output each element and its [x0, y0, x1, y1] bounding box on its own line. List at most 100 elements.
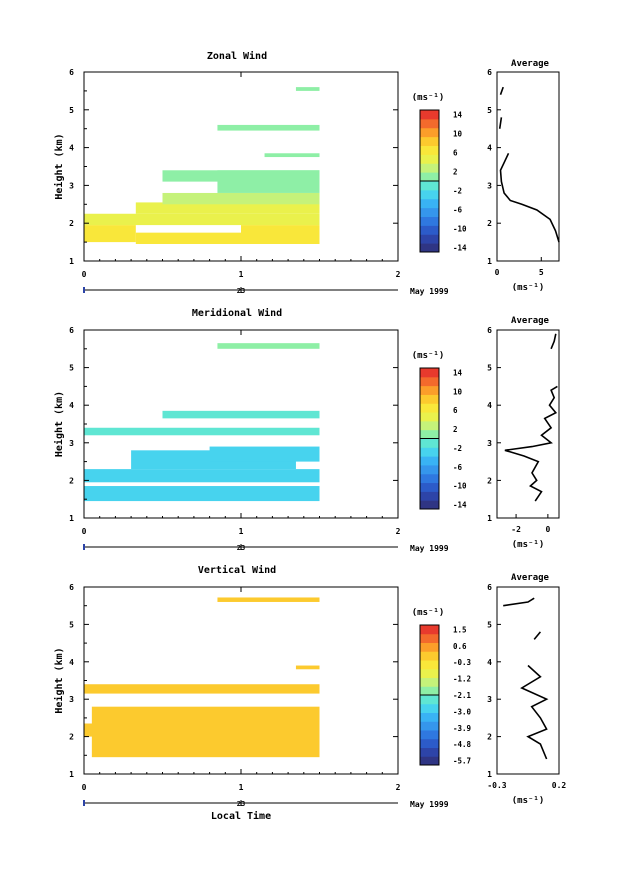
x-tick-label: 1 — [239, 783, 244, 792]
colorbar-swatch — [420, 464, 439, 475]
avg-y-tick-label: 6 — [487, 68, 492, 77]
avg-y-tick-label: 4 — [487, 658, 492, 667]
colorbar-tick-label: 6 — [453, 406, 458, 415]
avg-y-tick-label: 3 — [487, 695, 492, 704]
colorbar-swatch — [420, 189, 439, 200]
colorbar-swatch — [420, 482, 439, 492]
average-title: Average — [511, 59, 550, 69]
avg-y-tick-label: 6 — [487, 583, 492, 592]
colorbar-swatch — [420, 491, 439, 501]
average-profile-line — [550, 333, 557, 350]
colorbar-tick-label: 6 — [453, 148, 458, 157]
avg-x-tick-label: -2 — [511, 525, 521, 534]
avg-y-tick-label: 1 — [487, 514, 492, 523]
y-tick-label: 4 — [69, 144, 74, 153]
colorbar-tick-label: -1.2 — [453, 675, 471, 684]
colorbar-swatch — [420, 403, 439, 413]
colorbar-swatch — [420, 412, 439, 422]
avg-y-tick-label: 4 — [487, 144, 492, 153]
colorbar-tick-label: 0.6 — [453, 642, 467, 651]
colorbar-unit: (ms⁻¹) — [412, 608, 445, 618]
avg-y-tick-label: 3 — [487, 439, 492, 448]
average-profile-line — [498, 117, 503, 129]
y-tick-label: 6 — [69, 68, 74, 77]
heatmap-cell — [217, 343, 320, 349]
y-tick-label: 5 — [69, 620, 74, 629]
colorbar-swatch — [420, 420, 439, 431]
avg-y-tick-label: 2 — [487, 219, 492, 228]
y-tick-label: 3 — [69, 695, 74, 704]
colorbar-tick-label: -4.8 — [453, 740, 472, 749]
heatmap-cell — [84, 225, 136, 243]
colorbar-tick-label: -2.1 — [453, 691, 472, 700]
average-title: Average — [511, 573, 550, 583]
avg-y-tick-label: 5 — [487, 620, 492, 629]
avg-x-tick-label: 0 — [545, 525, 550, 534]
panel-title: Vertical Wind — [198, 564, 276, 576]
colorbar-swatch — [420, 145, 439, 155]
colorbar-swatch — [420, 721, 439, 731]
colorbar-swatch — [420, 154, 439, 164]
colorbar-swatch — [420, 456, 439, 466]
colorbar-tick-label: 2 — [453, 167, 458, 176]
average-profile-line — [504, 385, 558, 502]
heatmap-cell — [135, 202, 320, 214]
colorbar-tick-label: -3.0 — [453, 707, 472, 716]
x-tick-label: 1 — [239, 527, 244, 536]
colorbar-swatch — [420, 172, 439, 182]
y-tick-label: 4 — [69, 658, 74, 667]
colorbar-swatch — [420, 368, 439, 378]
colorbar-tick-label: -10 — [453, 482, 467, 491]
x-tick-label: 2 — [396, 783, 401, 792]
colorbar-swatch — [420, 625, 439, 635]
colorbar-tick-label: 1.5 — [453, 625, 467, 634]
average-frame — [496, 71, 560, 262]
avg-y-tick-label: 6 — [487, 326, 492, 335]
y-tick-label: 2 — [69, 476, 74, 485]
colorbar-swatch — [420, 429, 439, 439]
colorbar-tick-label: -2 — [453, 187, 462, 196]
heatmap-cell — [84, 486, 320, 502]
y-tick-label: 1 — [69, 514, 74, 523]
average-profile-line — [520, 664, 549, 760]
avg-y-tick-label: 3 — [487, 181, 492, 190]
average-frame — [496, 586, 560, 775]
colorbar-tick-label: -5.7 — [453, 757, 471, 766]
avg-y-tick-label: 2 — [487, 733, 492, 742]
average-unit: (ms⁻¹) — [512, 283, 545, 293]
colorbar-swatch — [420, 677, 439, 687]
colorbar-swatch — [420, 633, 439, 643]
heatmap-cell — [162, 192, 320, 205]
heatmap-cell — [84, 427, 320, 436]
panel-title: Meridional Wind — [192, 307, 282, 319]
colorbar-tick-label: -14 — [453, 244, 467, 253]
heatmap-cell — [217, 597, 320, 602]
colorbar-swatch — [420, 730, 439, 740]
y-tick-label: 4 — [69, 401, 74, 410]
colorbar-swatch — [420, 747, 439, 757]
colorbar-swatch — [420, 198, 439, 209]
x-tick-label: 2 — [396, 527, 401, 536]
colorbar-swatch — [420, 703, 439, 713]
colorbar-tick-label: 14 — [453, 368, 463, 377]
x-tick-label: 0 — [82, 270, 87, 279]
colorbar-tick-label: -2 — [453, 444, 462, 453]
average-title: Average — [511, 316, 550, 326]
avg-y-tick-label: 4 — [487, 401, 492, 410]
y-tick-label: 3 — [69, 181, 74, 190]
avg-y-tick-label: 5 — [487, 364, 492, 373]
colorbar-swatch — [420, 110, 439, 120]
colorbar-swatch — [420, 385, 439, 395]
colorbar-swatch — [420, 695, 439, 705]
average-unit: (ms⁻¹) — [512, 796, 545, 806]
panel-title: Zonal Wind — [207, 50, 267, 62]
x-tick-label: 0 — [82, 527, 87, 536]
avg-x-tick-label: 5 — [539, 268, 544, 277]
y-tick-label: 3 — [69, 439, 74, 448]
colorbar-tick-label: -3.9 — [453, 724, 472, 733]
colorbar-swatch — [420, 686, 439, 696]
date-day-label: 23 — [237, 287, 245, 295]
heatmap-cell — [162, 170, 320, 182]
